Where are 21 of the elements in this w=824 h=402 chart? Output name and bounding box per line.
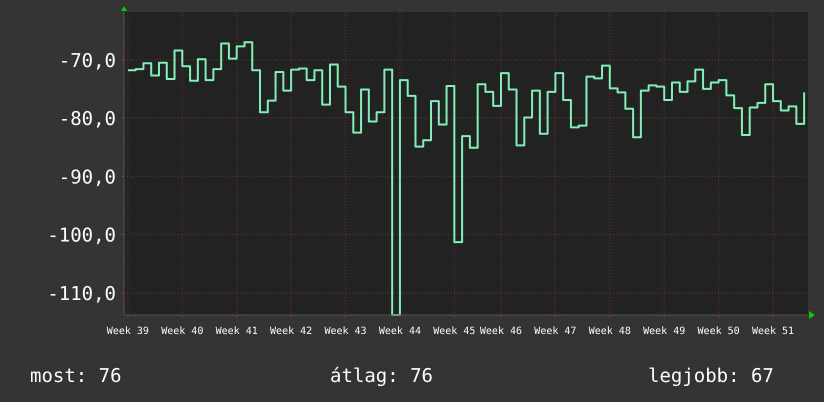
text: átlag: 76: [330, 365, 433, 387]
y-tick-label: -110,0: [47, 282, 116, 305]
x-tick-label: Week 45: [433, 326, 476, 337]
text: most: 76: [30, 365, 122, 387]
x-tick-label: Week 47: [534, 326, 576, 337]
text: legjobb: 67: [648, 365, 774, 387]
x-tick-label: Week 41: [216, 326, 258, 337]
y-tick-label: -80,0: [58, 108, 116, 130]
x-tick-label: Week 43: [324, 326, 367, 337]
x-tick-label: Week 42: [270, 326, 312, 337]
x-tick-label: Week 48: [588, 326, 631, 337]
y-tick-label: -70,0: [58, 50, 116, 72]
x-tick-label: Week 49: [643, 326, 686, 337]
x-tick-label: Week 50: [698, 326, 740, 337]
x-tick-label: Week 51: [752, 326, 794, 337]
x-tick-label: Week 46: [480, 326, 522, 337]
y-tick-label: -100,0: [47, 224, 116, 247]
x-tick-label: Week 39: [106, 326, 149, 337]
x-tick-label: Week 40: [161, 326, 204, 337]
y-tick-label: -90,0: [58, 166, 116, 188]
x-tick-label: Week 44: [378, 326, 422, 337]
